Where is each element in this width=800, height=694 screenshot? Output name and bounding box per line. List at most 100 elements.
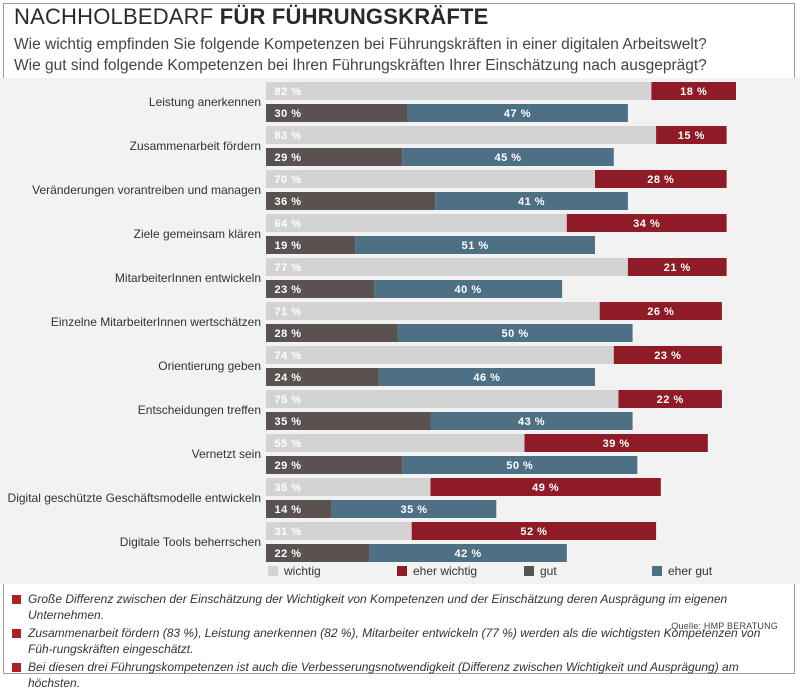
- bar-gut: [266, 544, 370, 562]
- bar-wichtig: [266, 170, 595, 188]
- legend-label-eher-gut: eher gut: [668, 564, 713, 578]
- category-label: Digitale Tools beherrschen: [120, 535, 261, 549]
- value-label-wichtig: 55 %: [274, 438, 301, 450]
- bar-wichtig: [266, 258, 628, 276]
- bar-eher-gut: [402, 148, 614, 166]
- category-label: Entscheidungen treffen: [138, 403, 261, 417]
- note-item: Große Differenz zwischen der Einschätzun…: [12, 592, 788, 623]
- category-label: Veränderungen vorantreiben und managen: [32, 183, 261, 197]
- legend-swatch-eher-gut: [652, 566, 662, 576]
- bar-gut: [266, 192, 436, 210]
- value-label-wichtig: 77 %: [274, 262, 301, 274]
- value-label-eher-gut: 50 %: [506, 460, 533, 472]
- value-label-gut: 14 %: [274, 504, 301, 516]
- bar-wichtig: [266, 390, 619, 408]
- bar-chart: Leistung anerkennen 82 % 18 % 30 % 47 % Zusam…: [8, 82, 736, 578]
- bar-eher-gut: [430, 412, 633, 430]
- value-label-eher-wichtig: 15 %: [678, 130, 705, 142]
- legend-label-gut: gut: [540, 564, 557, 578]
- subtitle-rating-question: Wie gut sind folgende Kompetenzen bei Ih…: [14, 57, 707, 74]
- bar-eher-wichtig: [651, 82, 736, 100]
- bar-wichtig: [266, 478, 431, 496]
- bar-gut: [266, 368, 379, 386]
- bar-eher-gut: [369, 544, 567, 562]
- value-label-eher-wichtig: 28 %: [647, 174, 674, 186]
- subtitle-importance-question: Wie wichtig empfinden Sie folgende Kompe…: [14, 36, 707, 53]
- value-label-wichtig: 82 %: [274, 86, 301, 98]
- value-label-eher-wichtig: 52 %: [520, 526, 547, 538]
- bar-eher-wichtig: [599, 302, 722, 320]
- notes-list: Große Differenz zwischen der Einschätzun…: [12, 592, 788, 694]
- bullet-square-icon: [12, 663, 21, 672]
- bar-eher-wichtig: [430, 478, 661, 496]
- note-text: Bei diesen drei Führungskompetenzen ist …: [28, 660, 739, 690]
- bar-eher-wichtig: [627, 258, 727, 276]
- value-label-wichtig: 74 %: [274, 350, 301, 362]
- note-item: Zusammenarbeit fördern (83 %), Leistung …: [12, 626, 788, 657]
- value-label-eher-wichtig: 49 %: [532, 482, 559, 494]
- value-label-eher-gut: 50 %: [502, 328, 529, 340]
- value-label-wichtig: 31 %: [274, 526, 301, 538]
- bar-eher-gut: [355, 236, 595, 254]
- value-label-eher-gut: 35 %: [401, 504, 428, 516]
- bar-gut: [266, 148, 403, 166]
- value-label-gut: 28 %: [274, 328, 301, 340]
- bar-gut: [266, 324, 398, 342]
- bar-eher-gut: [397, 324, 633, 342]
- category-label: Einzelne MitarbeiterInnen wertschätzen: [51, 315, 261, 329]
- category-label: Zusammenarbeit fördern: [130, 139, 261, 153]
- bar-wichtig: [266, 82, 652, 100]
- legend-label-eher-wichtig: eher wichtig: [413, 564, 477, 578]
- bar-wichtig: [266, 434, 525, 452]
- value-label-eher-wichtig: 22 %: [657, 394, 684, 406]
- value-label-gut: 35 %: [274, 416, 301, 428]
- legend-label-wichtig: wichtig: [283, 564, 321, 578]
- title-light: NACHHOLBEDARF: [14, 4, 220, 29]
- bar-eher-gut: [402, 456, 638, 474]
- value-label-gut: 30 %: [274, 108, 301, 120]
- value-label-gut: 19 %: [274, 240, 301, 252]
- value-label-eher-gut: 51 %: [462, 240, 489, 252]
- value-label-eher-gut: 42 %: [455, 548, 482, 560]
- bar-eher-gut: [374, 280, 563, 298]
- value-label-wichtig: 75 %: [274, 394, 301, 406]
- value-label-eher-wichtig: 26 %: [647, 306, 674, 318]
- bar-eher-wichtig: [656, 126, 727, 144]
- value-label-gut: 23 %: [274, 284, 301, 296]
- value-label-gut: 29 %: [274, 460, 301, 472]
- bar-wichtig: [266, 302, 600, 320]
- bar-gut: [266, 236, 356, 254]
- value-label-wichtig: 83 %: [274, 130, 301, 142]
- bar-eher-gut: [378, 368, 595, 386]
- value-label-wichtig: 35 %: [274, 482, 301, 494]
- bar-eher-wichtig: [618, 390, 722, 408]
- category-label: Orientierung geben: [158, 359, 261, 373]
- category-label: Leistung anerkennen: [149, 95, 261, 109]
- value-label-eher-wichtig: 21 %: [664, 262, 691, 274]
- bar-eher-wichtig: [411, 522, 657, 540]
- bar-wichtig: [266, 126, 657, 144]
- value-label-eher-gut: 40 %: [455, 284, 482, 296]
- bar-eher-wichtig: [613, 346, 722, 364]
- bar-gut: [266, 412, 431, 430]
- bar-gut: [266, 500, 332, 518]
- bar-eher-wichtig: [524, 434, 708, 452]
- bar-wichtig: [266, 522, 412, 540]
- value-label-eher-gut: 43 %: [518, 416, 545, 428]
- value-label-eher-wichtig: 34 %: [633, 218, 660, 230]
- legend-swatch-wichtig: [268, 566, 278, 576]
- value-label-gut: 29 %: [274, 152, 301, 164]
- legend-swatch-gut: [524, 566, 534, 576]
- bar-eher-wichtig: [595, 170, 727, 188]
- value-label-wichtig: 71 %: [274, 306, 301, 318]
- page-title: NACHHOLBEDARF FÜR FÜHRUNGSKRÄFTE: [14, 4, 489, 30]
- bar-eher-wichtig: [566, 214, 727, 232]
- bar-wichtig: [266, 346, 614, 364]
- value-label-eher-gut: 46 %: [473, 372, 500, 384]
- chart-area: Leistung anerkennen 82 % 18 % 30 % 47 % Zusam…: [0, 78, 800, 631]
- value-label-eher-wichtig: 23 %: [654, 350, 681, 362]
- note-text: Große Differenz zwischen der Einschätzun…: [28, 592, 728, 622]
- bullet-square-icon: [12, 629, 21, 638]
- bar-gut: [266, 280, 375, 298]
- bullet-square-icon: [12, 595, 21, 604]
